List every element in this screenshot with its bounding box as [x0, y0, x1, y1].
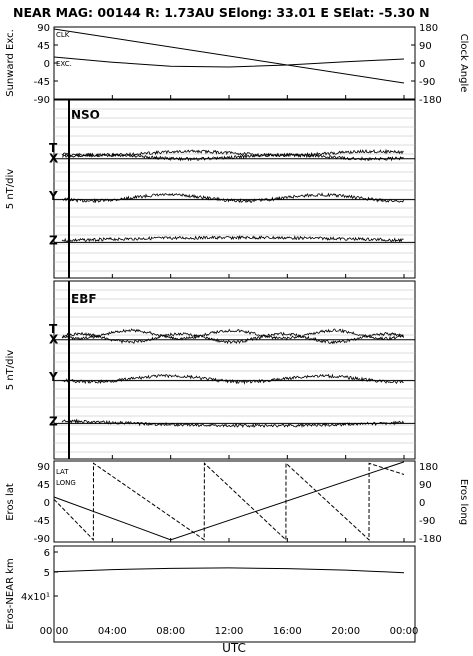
panel1-right-tick-label: 180 — [419, 23, 438, 34]
panel4-left-tick-label: 0 — [44, 498, 50, 509]
panel4-right-tick-label: -180 — [419, 534, 442, 545]
panel4-left-axis-label: Eros lat — [5, 483, 16, 521]
panel4-right-tick-label: 90 — [419, 480, 432, 491]
panel3-trace-z — [61, 418, 404, 429]
time-axis-label: UTC — [222, 641, 246, 655]
panel1-right-tick-label: -90 — [419, 77, 435, 88]
time-tick-label: 00:00 — [40, 626, 69, 637]
panel4-left-tick-label: -45 — [34, 516, 50, 527]
panel4-right-tick-label: 0 — [419, 498, 425, 509]
panel3-component-y: Y — [48, 370, 58, 384]
panel2-component-t: T — [49, 141, 58, 155]
panel5-frame — [53, 545, 416, 643]
panel5-axis-label: Eros-NEAR km — [5, 558, 16, 629]
panel1-legend-exc: EXC. — [56, 60, 72, 68]
panel1-right-tick-label: 90 — [419, 41, 432, 52]
panel2-trace-z — [61, 235, 404, 243]
time-tick-label: 04:00 — [98, 626, 127, 637]
panel2-axis-label: 5 nT/div — [5, 169, 16, 209]
time-tick-label: 00:00 — [390, 626, 419, 637]
panel4-right-tick-label: 180 — [419, 462, 438, 473]
panel3-component-t: T — [49, 322, 58, 336]
panel2-frame — [53, 99, 416, 279]
panel1-left-tick-label: 0 — [44, 59, 50, 70]
panel3-component-z: Z — [49, 415, 58, 429]
panel3-frame — [53, 280, 416, 460]
panel1-series-clk — [53, 28, 405, 84]
panel2-frame-label: NSO — [71, 108, 100, 122]
panel4-series-lat — [53, 461, 405, 541]
panel4-series-long — [53, 462, 405, 542]
panel2-component-x: X — [49, 152, 59, 166]
panel1-legend-clk: CLK — [56, 31, 70, 39]
panel1-series-exc — [53, 56, 405, 68]
panel5-tick-label: 6 — [44, 548, 50, 559]
panel2-component-z: Z — [49, 234, 58, 248]
panel1-right-tick-label: -180 — [419, 95, 442, 106]
panel2-trace-t — [61, 148, 404, 158]
panel1-left-tick-label: 45 — [37, 41, 50, 52]
panel4-right-axis-label: Eros long — [458, 479, 469, 525]
time-tick-label: 16:00 — [273, 626, 302, 637]
panel2-trace-y — [61, 192, 404, 204]
panel1-left-tick-label: -45 — [34, 77, 50, 88]
panel1-left-tick-label: 90 — [37, 23, 50, 34]
panel3-component-x: X — [49, 333, 59, 347]
panel4-left-tick-label: 90 — [37, 462, 50, 473]
panel5-series-distance — [53, 567, 405, 574]
panel3-trace-t — [61, 328, 404, 341]
panel4-frame — [53, 460, 416, 543]
panel5-tick-label: 4x10¹ — [21, 592, 50, 603]
time-tick-label: 20:00 — [331, 626, 360, 637]
panel3-trace-x — [61, 331, 404, 345]
panel1-right-tick-label: 0 — [419, 59, 425, 70]
time-tick-label: 08:00 — [156, 626, 185, 637]
panel4-legend-long: LONG — [56, 479, 76, 487]
panel4-left-tick-label: 45 — [37, 480, 50, 491]
panel2-trace-x — [61, 152, 404, 162]
time-tick-label: 12:00 — [215, 626, 244, 637]
panel1-left-tick-label: -90 — [34, 95, 50, 106]
panel2-component-y: Y — [48, 189, 58, 203]
page-title: NEAR MAG: 00144 R: 1.73AU SElong: 33.01 … — [13, 5, 430, 20]
panel3-trace-y — [61, 373, 404, 385]
panel4-left-tick-label: -90 — [34, 534, 50, 545]
panel3-axis-label: 5 nT/div — [5, 350, 16, 390]
panel1-left-axis-label: Sunward Exc. — [5, 29, 16, 97]
panel1-right-axis-label: Clock Angle — [458, 34, 469, 93]
panel5-tick-label: 5 — [44, 568, 50, 579]
panel4-legend-lat: LAT — [56, 468, 69, 476]
panel4-right-tick-label: -90 — [419, 516, 435, 527]
